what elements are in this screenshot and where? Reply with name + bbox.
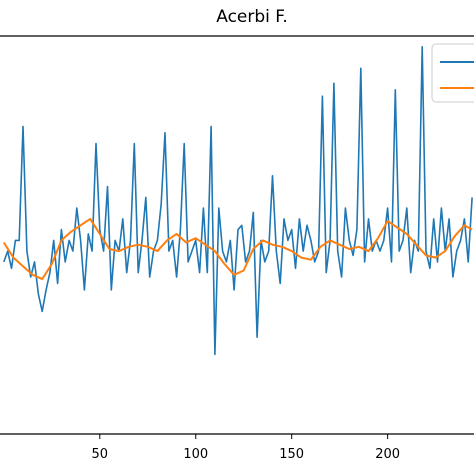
chart-title: Acerbi F. <box>216 7 288 27</box>
series-line-1 <box>3 45 473 356</box>
x-tick-label: 200 <box>375 447 400 462</box>
x-tick-label: 50 <box>92 447 109 462</box>
axes-frame <box>0 35 474 435</box>
x-tick-label: 150 <box>279 447 304 462</box>
x-axis: 50 100 150 200 <box>92 434 400 462</box>
legend-box <box>431 43 474 103</box>
legend <box>431 43 474 103</box>
series-line-2 <box>2 217 473 281</box>
series-layer <box>2 45 473 356</box>
x-tick-label: 100 <box>183 447 208 462</box>
